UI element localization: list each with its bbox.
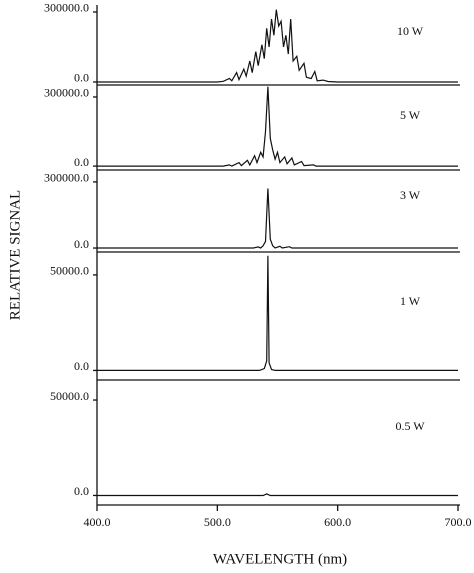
y-tick-label: 0.0 xyxy=(74,359,89,373)
panel-label: 1 W xyxy=(400,294,421,308)
x-axis-label: WAVELENGTH (nm) xyxy=(213,551,347,567)
y-tick-label: 300000.0 xyxy=(44,171,89,185)
x-tick-label: 700.0 xyxy=(445,515,472,529)
panel-label: 5 W xyxy=(400,108,421,122)
x-tick-label: 500.0 xyxy=(204,515,231,529)
y-tick-label: 0.0 xyxy=(74,237,89,251)
y-tick-label: 50000.0 xyxy=(50,264,89,278)
panel-label: 10 W xyxy=(397,24,424,38)
panel-label: 3 W xyxy=(400,188,421,202)
spectrum-line xyxy=(97,188,458,249)
spectrum-line xyxy=(97,255,458,371)
spectrum-line xyxy=(97,86,458,167)
spectrum-line xyxy=(97,493,458,497)
y-axis-label: RELATIVE SIGNAL xyxy=(7,190,23,320)
panel-label: 0.5 W xyxy=(395,419,425,433)
spectrum-line xyxy=(97,9,458,83)
y-tick-label: 300000.0 xyxy=(44,1,89,15)
y-tick-label: 300000.0 xyxy=(44,86,89,100)
y-tick-label: 0.0 xyxy=(74,484,89,498)
y-tick-label: 50000.0 xyxy=(50,389,89,403)
y-tick-label: 0.0 xyxy=(74,71,89,85)
x-tick-label: 400.0 xyxy=(84,515,111,529)
x-tick-label: 600.0 xyxy=(324,515,351,529)
y-tick-label: 0.0 xyxy=(74,155,89,169)
